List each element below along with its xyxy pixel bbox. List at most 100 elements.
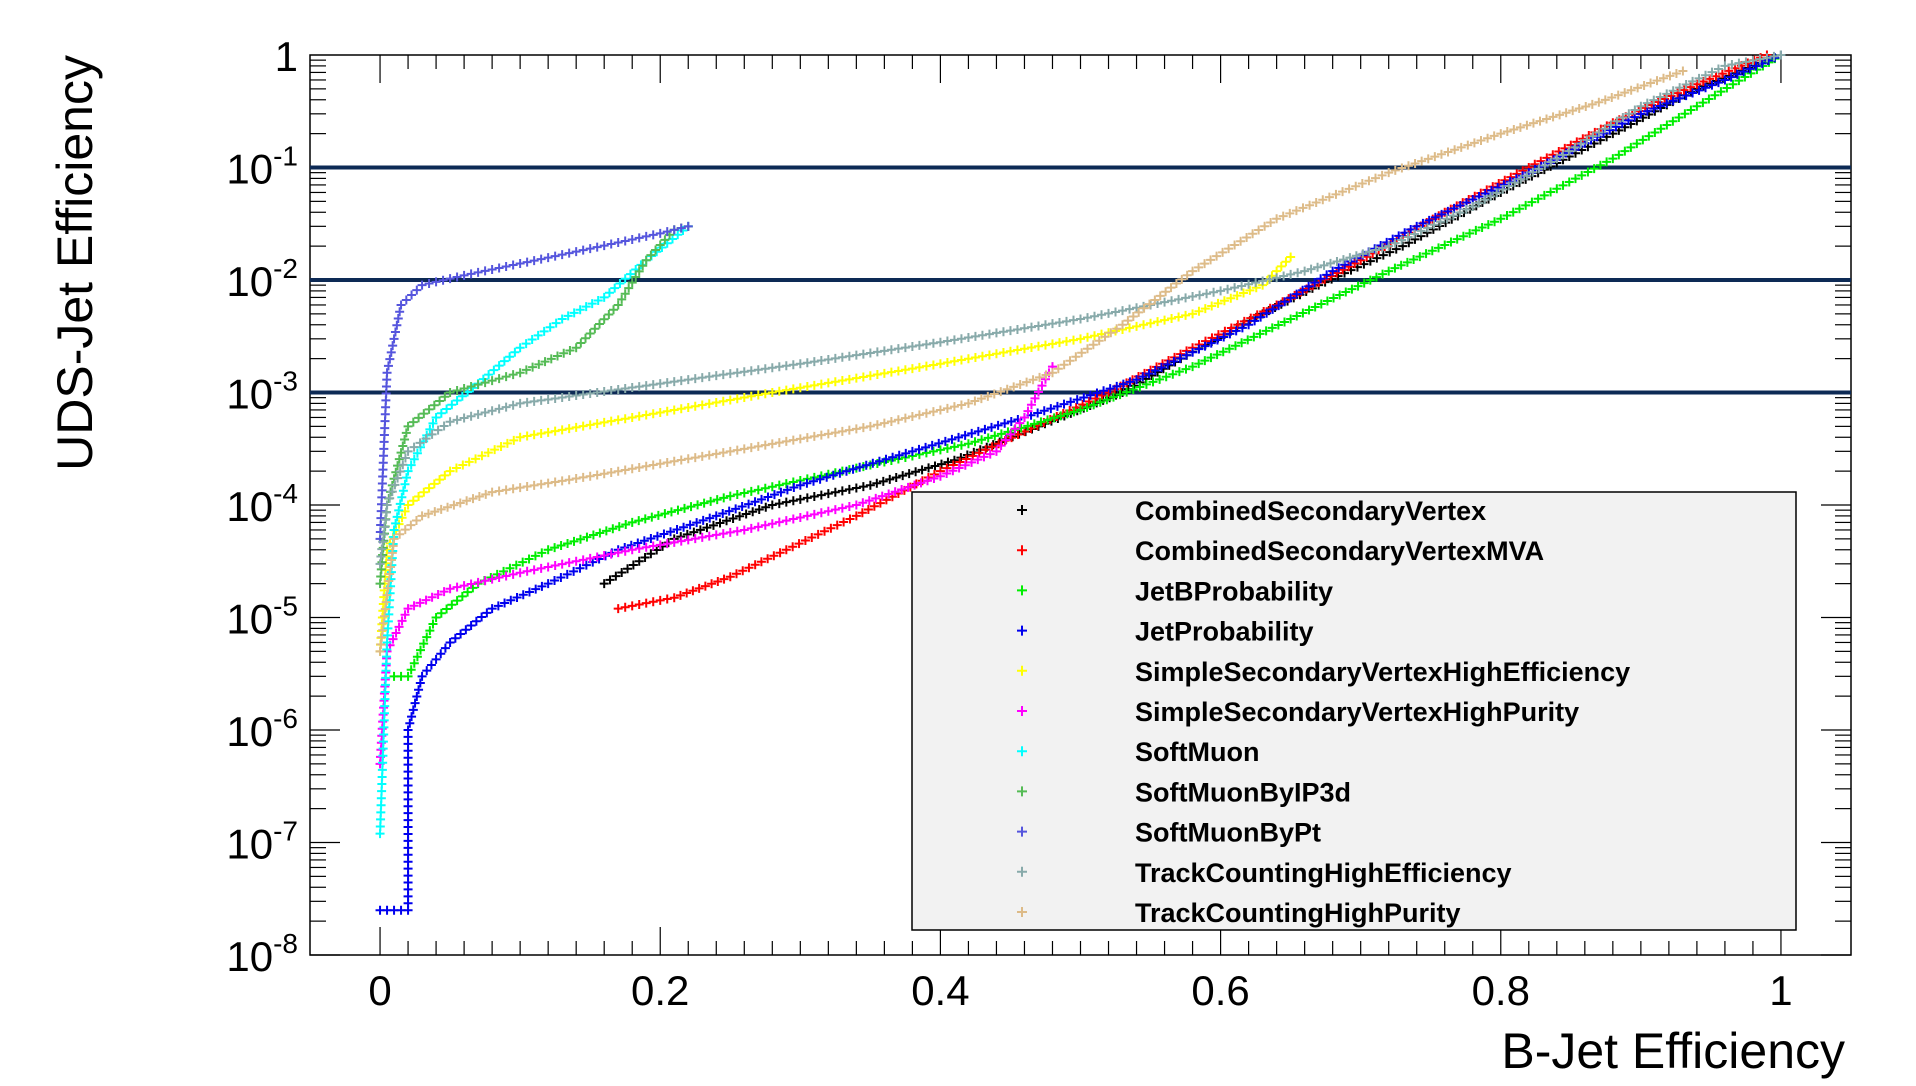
data-point	[582, 532, 592, 542]
data-point	[1076, 405, 1085, 415]
data-point	[1053, 364, 1063, 374]
data-point	[627, 278, 637, 288]
data-point	[624, 283, 634, 293]
data-point	[1421, 249, 1431, 259]
data-point	[841, 466, 851, 476]
data-point	[1694, 85, 1704, 95]
data-point	[1249, 332, 1259, 342]
data-point	[457, 391, 467, 401]
data-point	[693, 500, 703, 510]
data-point	[459, 413, 469, 423]
data-point	[673, 505, 683, 515]
data-point	[878, 476, 888, 486]
data-point	[1612, 116, 1622, 126]
data-point	[609, 305, 619, 315]
x-tick-label: 0.6	[1191, 967, 1249, 1014]
data-point	[1083, 313, 1092, 323]
data-point	[694, 583, 704, 593]
data-point	[1668, 116, 1678, 126]
data-point	[795, 383, 805, 393]
data-point	[968, 451, 978, 461]
data-point	[1748, 55, 1758, 65]
data-point	[835, 468, 845, 478]
data-point	[445, 417, 455, 427]
data-point	[1324, 192, 1334, 202]
data-point	[970, 437, 980, 447]
data-point	[662, 539, 672, 549]
data-point	[456, 629, 466, 639]
data-point	[669, 593, 679, 603]
data-point	[640, 553, 650, 563]
data-point	[698, 515, 708, 525]
data-point	[564, 475, 574, 485]
data-point	[963, 439, 973, 449]
data-point	[879, 368, 889, 378]
data-point	[1490, 217, 1500, 227]
data-point	[1570, 142, 1580, 152]
data-point	[1671, 68, 1681, 78]
data-point	[414, 413, 424, 423]
data-point	[595, 319, 605, 329]
data-point	[1410, 158, 1420, 168]
data-point	[592, 242, 602, 252]
data-point	[407, 290, 417, 300]
data-point	[1572, 137, 1582, 147]
data-point	[763, 492, 773, 502]
data-point	[1019, 344, 1029, 354]
data-point	[928, 407, 938, 417]
data-point	[550, 477, 560, 487]
data-point	[1335, 290, 1345, 300]
data-point	[688, 586, 698, 596]
data-point	[389, 334, 399, 344]
data-point	[400, 434, 410, 444]
data-point	[1274, 301, 1284, 311]
data-point	[708, 520, 718, 530]
data-point	[1509, 124, 1519, 134]
data-point	[1446, 237, 1456, 247]
data-point	[563, 311, 573, 321]
data-point	[826, 523, 836, 533]
data-point	[1017, 505, 1027, 515]
data-point	[522, 566, 532, 576]
data-point	[976, 394, 986, 404]
data-point	[996, 441, 1006, 451]
data-point	[1570, 174, 1580, 184]
data-point	[1061, 336, 1071, 346]
series-layer	[375, 50, 1786, 915]
data-point	[746, 391, 756, 401]
data-point	[700, 581, 710, 591]
data-point	[767, 500, 777, 510]
data-point	[1059, 399, 1069, 409]
data-point	[459, 581, 469, 591]
data-point	[415, 678, 425, 688]
legend-label: SimpleSecondaryVertexHighEfficiency	[1135, 657, 1630, 687]
data-point	[592, 552, 602, 562]
data-point	[1390, 165, 1400, 175]
data-point	[1632, 139, 1642, 149]
data-point	[904, 469, 914, 479]
data-point	[1483, 220, 1493, 230]
data-point	[483, 448, 493, 458]
data-point	[1668, 96, 1678, 106]
data-point	[412, 652, 422, 662]
data-point	[431, 412, 441, 422]
data-point	[690, 453, 700, 463]
data-point	[1636, 101, 1646, 111]
data-point	[1213, 298, 1223, 308]
data-point	[737, 501, 747, 511]
data-point	[623, 564, 633, 574]
data-point	[419, 639, 429, 649]
data-point	[1251, 278, 1261, 288]
data-point	[1681, 80, 1691, 90]
data-point	[1017, 866, 1027, 877]
data-point	[1646, 78, 1656, 88]
data-point	[886, 416, 896, 426]
data-point	[655, 407, 665, 417]
data-point	[1272, 273, 1282, 283]
data-point	[1202, 289, 1212, 299]
data-point	[753, 522, 763, 532]
data-point	[578, 421, 588, 431]
data-point	[426, 660, 436, 670]
data-point	[1286, 252, 1296, 262]
data-point	[412, 691, 422, 701]
